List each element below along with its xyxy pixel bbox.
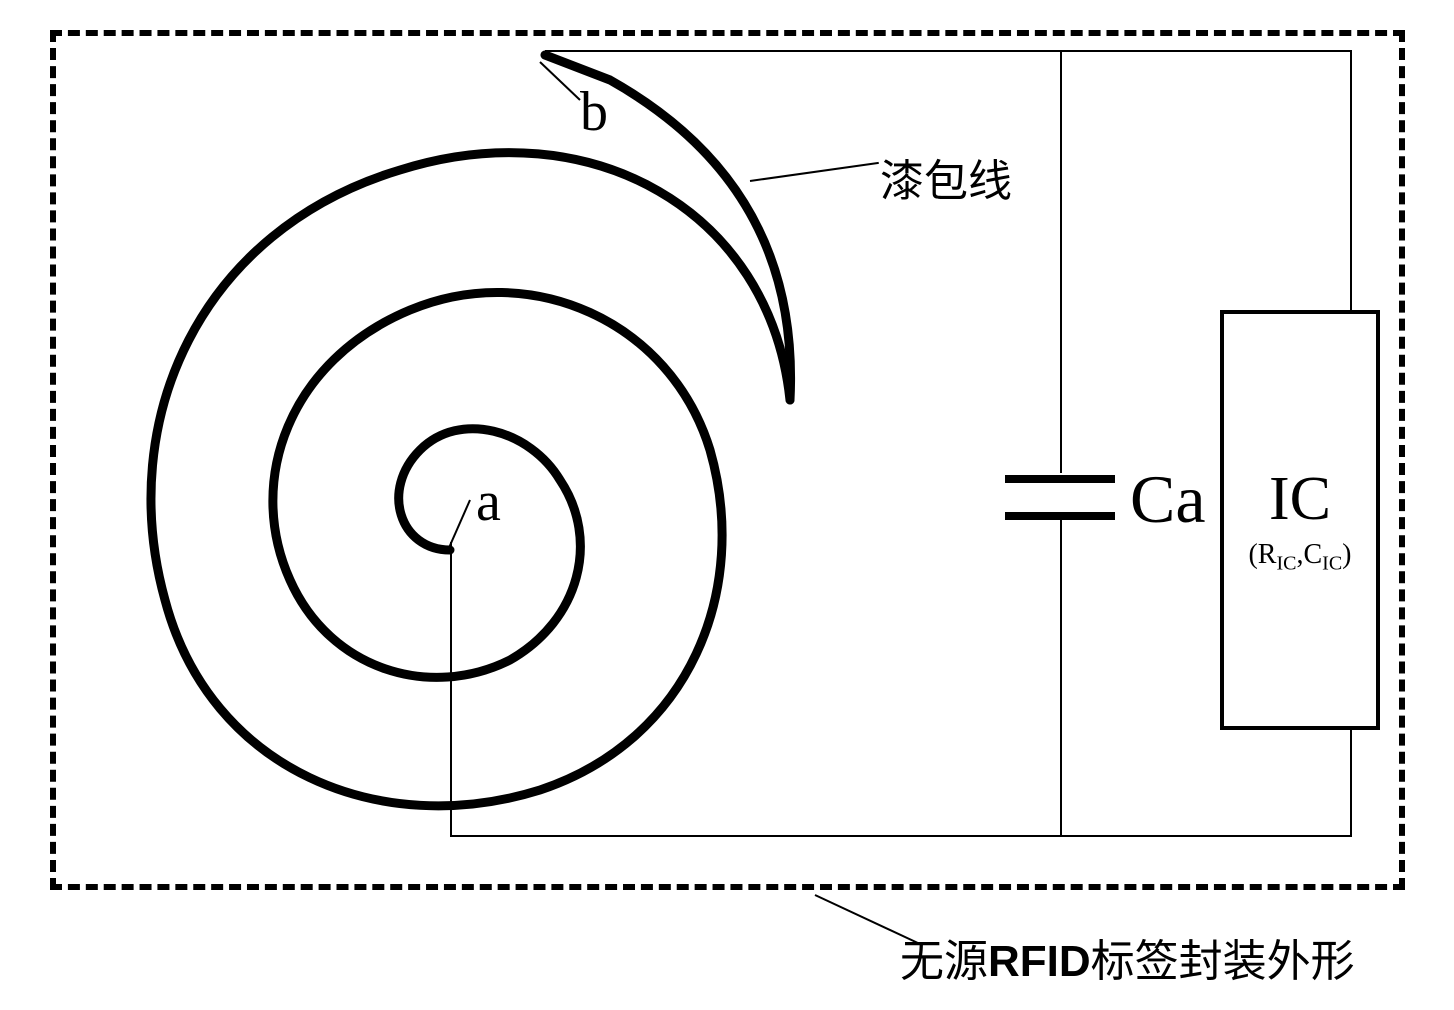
cap-gap: [1056, 483, 1066, 512]
top-connection-wire: [545, 50, 1352, 52]
ic-chip-front: IC (RIC,CIC): [1220, 310, 1380, 730]
coil-antenna: [50, 50, 820, 870]
capacitor-plate-top: [1005, 475, 1115, 483]
terminal-b-label: b: [580, 80, 608, 144]
capacitor-label: Ca: [1130, 460, 1206, 539]
enameled-wire-label: 漆包线: [880, 145, 1012, 209]
spiral-path: [151, 153, 790, 806]
ic-parameters-f: (RIC,CIC): [1248, 539, 1351, 576]
package-outline-label: 无源RFID标签封装外形: [900, 925, 1355, 989]
terminal-a-label: a: [476, 470, 501, 534]
cap-vertical-wire: [1060, 50, 1062, 835]
a-terminal-drop: [450, 542, 452, 836]
ic-title-f: IC: [1269, 464, 1331, 535]
capacitor-plate-bottom: [1005, 512, 1115, 520]
bottom-connection-wire: [450, 835, 1352, 837]
